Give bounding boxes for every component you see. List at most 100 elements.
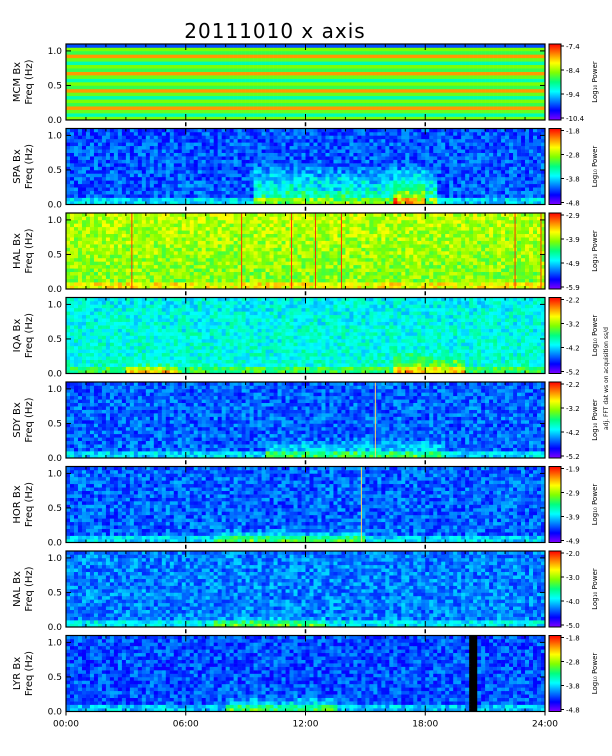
heatmap-cell — [325, 152, 330, 157]
heatmap-cell — [333, 50, 338, 55]
heatmap-cell — [273, 152, 278, 157]
heatmap-cell — [425, 156, 430, 160]
heatmap-cell — [449, 197, 454, 202]
heatmap-cell — [417, 159, 422, 164]
heatmap-cell — [241, 187, 246, 191]
heatmap-cell — [165, 109, 171, 114]
heatmap-cell — [453, 176, 458, 181]
heatmap-cell — [225, 180, 230, 185]
heatmap-cell — [161, 68, 167, 72]
heatmap-cell — [377, 54, 382, 59]
heatmap-cell — [109, 145, 115, 150]
heatmap-cell — [369, 75, 374, 79]
heatmap-cell — [445, 176, 450, 181]
heatmap-cell — [181, 71, 187, 76]
heatmap-cell — [81, 64, 87, 69]
heatmap-cell — [201, 149, 207, 153]
heatmap-cell — [461, 197, 466, 202]
heatmap-cell — [305, 71, 310, 76]
heatmap-cell — [237, 61, 242, 66]
heatmap-cell — [373, 163, 378, 167]
heatmap-cell — [261, 57, 266, 62]
heatmap-cell — [237, 176, 242, 181]
heatmap-cell — [349, 183, 354, 188]
heatmap-cell — [89, 95, 95, 100]
heatmap-cell — [105, 61, 111, 66]
heatmap-cell — [361, 95, 366, 100]
heatmap-cell — [185, 194, 191, 198]
heatmap-cell — [473, 99, 478, 104]
heatmap-cell — [93, 183, 99, 188]
heatmap-cell — [345, 106, 350, 110]
heatmap-cell — [137, 113, 143, 117]
heatmap-cell — [393, 145, 398, 150]
heatmap-cell — [313, 183, 318, 188]
heatmap-cell — [169, 113, 175, 117]
heatmap-cell — [253, 145, 258, 150]
heatmap-cell — [477, 187, 482, 191]
heatmap-cell — [137, 149, 143, 153]
heatmap-cell — [521, 190, 526, 195]
heatmap-cell — [153, 85, 159, 90]
heatmap-cell — [389, 166, 394, 171]
heatmap-cell — [77, 190, 83, 195]
heatmap-cell — [501, 85, 506, 90]
heatmap-cell — [241, 201, 246, 205]
heatmap-cell — [509, 152, 514, 157]
heatmap-cell — [329, 88, 334, 93]
heatmap-cell — [289, 85, 294, 90]
heatmap-cell — [261, 149, 266, 153]
heatmap-cell — [345, 180, 350, 185]
heatmap-cell — [229, 47, 234, 52]
heatmap-cell — [121, 95, 127, 100]
heatmap-cell — [301, 152, 306, 157]
heatmap-cell — [525, 54, 530, 59]
heatmap-cell — [389, 183, 394, 188]
heatmap-cell — [165, 61, 171, 66]
heatmap-cell — [193, 176, 199, 181]
heatmap-cell — [301, 61, 306, 66]
heatmap-cell — [517, 54, 522, 59]
heatmap-cell — [97, 156, 103, 160]
heatmap-cell — [417, 95, 422, 100]
heatmap-cell — [101, 54, 107, 59]
heatmap-cell — [209, 201, 214, 205]
heatmap-cell — [321, 64, 326, 69]
heatmap-cell — [309, 50, 314, 55]
heatmap-cell — [177, 194, 183, 198]
heatmap-cell — [185, 85, 191, 90]
heatmap-cell — [241, 71, 246, 76]
heatmap-cell — [213, 109, 218, 114]
heatmap-cell — [233, 99, 238, 104]
heatmap-cell — [245, 152, 250, 157]
heatmap-cell — [141, 180, 147, 185]
heatmap-cell — [201, 61, 207, 66]
heatmap-cell — [313, 95, 318, 100]
heatmap-cell — [141, 95, 147, 100]
heatmap-cell — [389, 169, 394, 174]
heatmap-cell — [225, 166, 230, 171]
heatmap-cell — [181, 44, 187, 48]
heatmap-cell — [209, 197, 214, 202]
heatmap-cell — [413, 116, 418, 121]
heatmap-cell — [213, 169, 218, 174]
heatmap-cell — [441, 75, 446, 79]
heatmap-cell — [377, 102, 382, 107]
heatmap-cell — [109, 142, 115, 147]
heatmap-cell — [269, 102, 274, 107]
heatmap-cell — [149, 190, 155, 195]
heatmap-cell — [237, 163, 242, 167]
heatmap-cell — [161, 50, 167, 55]
heatmap-cell — [493, 156, 498, 160]
heatmap-cell — [297, 57, 302, 62]
heatmap-cell — [153, 187, 159, 191]
heatmap-cell — [281, 201, 286, 205]
heatmap-cell — [221, 116, 226, 121]
heatmap-cell — [433, 116, 438, 121]
heatmap-cell — [153, 102, 159, 107]
heatmap-cell — [405, 99, 410, 104]
heatmap-cell — [385, 92, 390, 97]
heatmap-cell — [153, 190, 159, 195]
heatmap-cell — [417, 156, 422, 160]
heatmap-cell — [481, 44, 486, 48]
